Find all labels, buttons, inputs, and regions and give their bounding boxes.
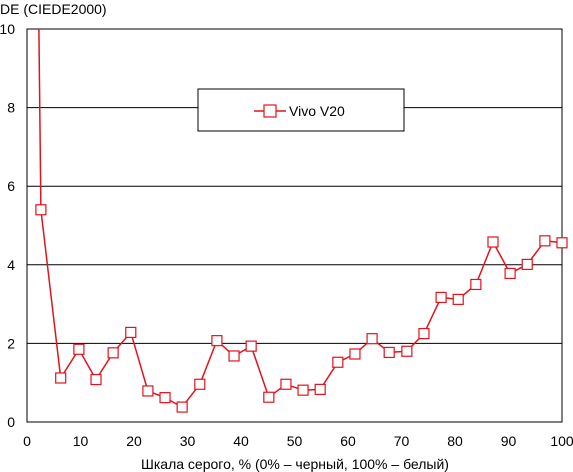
- data-point: [142, 385, 154, 397]
- y-tick-labels: 0 2 4 6 8 10: [0, 21, 15, 430]
- x-tick-label: 70: [394, 433, 410, 449]
- y-tick-label: 0: [7, 414, 15, 430]
- legend-label: Vivo V20: [289, 103, 345, 119]
- legend-box: [197, 88, 405, 132]
- y-tick-label: 6: [7, 178, 15, 194]
- data-point: [383, 346, 395, 359]
- data-point: [487, 236, 499, 248]
- data-point: [159, 392, 171, 404]
- legend: Vivo V20: [197, 88, 405, 132]
- data-point: [280, 378, 292, 390]
- data-point: [401, 345, 413, 357]
- data-point: [90, 373, 102, 386]
- data-point: [452, 293, 464, 305]
- data-point: [314, 383, 326, 395]
- data-point: [349, 348, 361, 360]
- x-tick-label: 10: [73, 433, 89, 449]
- x-tick-labels: 0 10 20 30 40 50 60 70 80 90 100: [23, 433, 573, 449]
- x-tick-label: 20: [126, 433, 142, 449]
- x-axis-label: Шкала серого, % (0% – черный, 100% – бел…: [141, 456, 449, 472]
- x-tick-label: 50: [287, 433, 303, 449]
- data-point: [35, 204, 47, 216]
- x-tick-label: 100: [550, 433, 573, 449]
- grid-lines: [27, 107, 562, 344]
- data-point: [245, 340, 257, 352]
- x-tick-label: 30: [180, 433, 196, 449]
- y-tick-label: 8: [7, 100, 15, 116]
- data-point: [297, 384, 309, 396]
- x-tick-label: 60: [340, 433, 356, 449]
- legend-marker: [263, 104, 277, 118]
- data-point: [521, 258, 533, 271]
- marker-layer: [35, 204, 568, 413]
- x-tick-label: 90: [501, 433, 517, 449]
- data-point: [366, 333, 378, 345]
- plot-frame: [26, 28, 563, 423]
- y-tick-label: 10: [0, 21, 15, 37]
- data-point: [228, 350, 240, 362]
- data-point: [194, 378, 206, 390]
- y-tick-label: 2: [7, 335, 15, 351]
- data-point: [73, 343, 85, 355]
- data-point: [176, 401, 188, 413]
- y-axis-label: DE (CIEDE2000): [0, 1, 107, 17]
- data-point: [107, 347, 119, 359]
- data-point: [470, 278, 482, 291]
- data-point: [504, 267, 516, 280]
- data-point: [55, 372, 67, 384]
- x-tick-label: 0: [23, 433, 31, 449]
- x-tick-label: 80: [447, 433, 463, 449]
- data-point: [125, 326, 137, 338]
- y-tick-label: 4: [7, 257, 15, 273]
- data-point: [332, 356, 344, 368]
- data-point: [211, 335, 223, 347]
- data-point: [435, 291, 447, 304]
- data-point: [556, 237, 568, 249]
- data-point: [539, 235, 551, 247]
- x-tick-label: 40: [233, 433, 249, 449]
- data-point: [263, 391, 275, 403]
- data-point: [418, 327, 430, 340]
